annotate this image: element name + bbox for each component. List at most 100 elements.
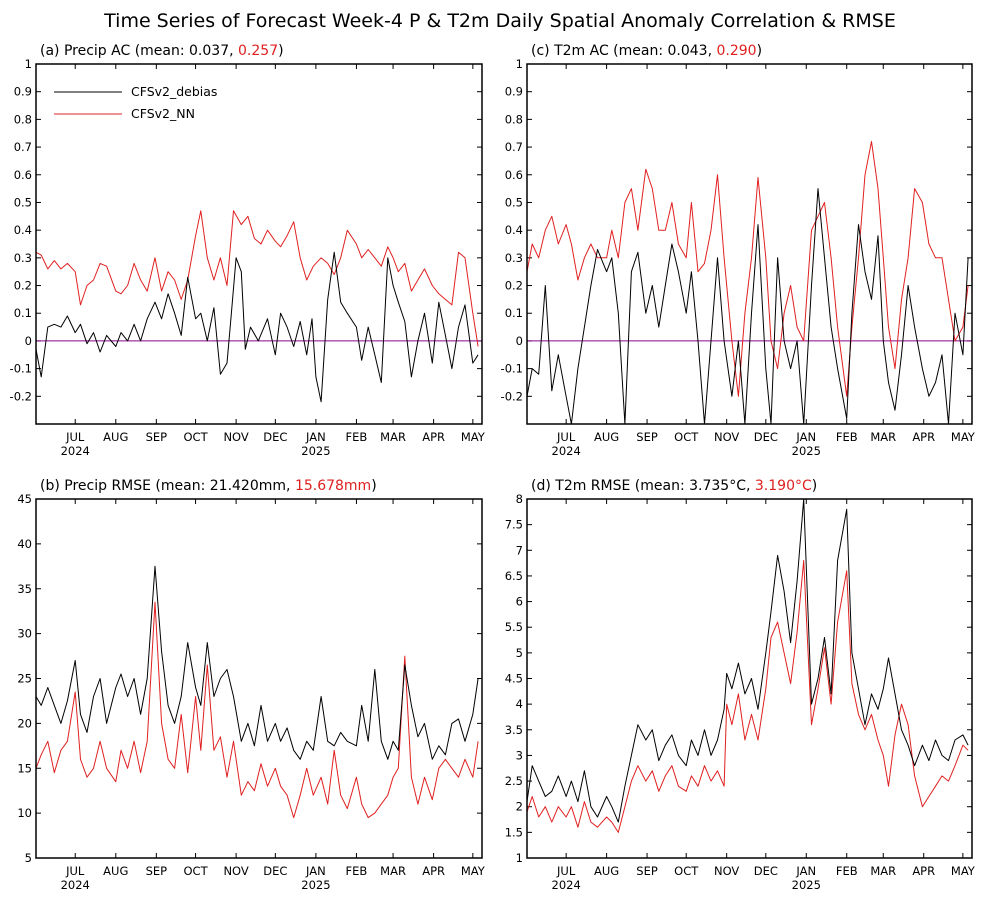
t2m-ac-title-suffix: ) (757, 43, 762, 59)
precip-ac-ytick-label: 1 (25, 57, 32, 71)
t2m-ac-ytick-label: -0.2 (501, 389, 523, 403)
t2m-ac-ytick-label: 1 (516, 57, 523, 71)
t2m-ac-xtick-label: SEP (636, 430, 658, 444)
precip-ac-xtick-label: DEC (263, 430, 287, 444)
precip-rmse-series-debias (36, 565, 479, 760)
precip-ac-panel: (a) Precip AC (mean: 0.037, 0.257) 1 0.9 0.… (10, 43, 486, 458)
t2m-ac-ytick-label: 0.6 (505, 168, 523, 182)
precip-rmse-ytick-label: 40 (17, 537, 32, 551)
t2m-ac-xtick-label: MAR (870, 430, 896, 444)
t2m-ac-title: (c) T2m AC (mean: 0.043, 0.290) (531, 43, 762, 59)
t2m-ac-ytick-label: -0.1 (501, 362, 523, 376)
precip-ac-xtick-label: JUL (65, 430, 85, 444)
precip-rmse-ytick-label: 10 (17, 806, 32, 820)
t2m-ac-ytick-label: 0.3 (505, 251, 523, 265)
t2m-rmse-ytick-label: 5.5 (505, 620, 523, 634)
t2m-ac-xtick-label: FEB (836, 430, 858, 444)
t2m-ac-xtick-label: APR (912, 430, 935, 444)
precip-rmse-xtick-label: MAR (380, 864, 406, 878)
precip-ac-xtick-label: FEB (346, 430, 368, 444)
precip-rmse-ytick-label: 25 (17, 672, 32, 686)
t2m-ac-ytick-label: 0 (516, 334, 523, 348)
t2m-ac-year-label: 2024 (552, 444, 581, 458)
t2m-rmse-year-label: 2024 (552, 878, 581, 892)
legend: CFSv2_debias CFSv2_NN (54, 84, 217, 121)
precip-rmse-xtick-label: DEC (263, 864, 287, 878)
precip-rmse-xtick-label: JUL (65, 864, 85, 878)
precip-rmse-ytick-label: 15 (17, 761, 32, 775)
precip-rmse-ytick-label: 20 (17, 716, 32, 730)
precip-ac-ytick-label: 0.8 (14, 112, 32, 126)
precip-rmse-xtick-label: MAY (461, 864, 486, 878)
t2m-rmse-xtick-label: MAR (870, 864, 896, 878)
t2m-ac-title-highlight: 0.290 (717, 43, 757, 59)
t2m-ac-xtick-label: JUL (556, 430, 576, 444)
t2m-rmse-ytick-label: 7.5 (505, 518, 523, 532)
t2m-rmse-xtick-label: NOV (714, 864, 739, 878)
t2m-rmse-title-prefix: (d) T2m RMSE (mean: 3.735°C, (531, 478, 755, 494)
t2m-rmse-xtick-label: DEC (754, 864, 778, 878)
t2m-rmse-ytick-label: 4.5 (505, 672, 523, 686)
precip-ac-ytick-label: 0.9 (14, 85, 32, 99)
precip-rmse-ytick-label: 35 (17, 582, 32, 596)
t2m-rmse-ytick-label: 6 (516, 595, 523, 609)
precip-ac-series-debias (36, 251, 479, 403)
t2m-rmse-xtick-label: APR (912, 864, 935, 878)
precip-rmse-ytick-label: 45 (17, 492, 32, 506)
precip-rmse-title-suffix: ) (371, 478, 376, 494)
precip-rmse-ytick-label: 30 (17, 627, 32, 641)
t2m-rmse-series-debias (527, 499, 969, 823)
precip-ac-ytick-label: 0.5 (14, 195, 32, 209)
precip-rmse-title: (b) Precip RMSE (mean: 21.420mm, 15.678m… (40, 478, 377, 494)
precip-ac-xtick-label: JAN (305, 430, 326, 444)
precip-rmse-panel: (b) Precip RMSE (mean: 21.420mm, 15.678m… (17, 478, 485, 892)
precip-rmse-title-prefix: (b) Precip RMSE (mean: 21.420mm, (40, 478, 295, 494)
precip-rmse-title-highlight: 15.678mm (295, 478, 371, 494)
t2m-rmse-xtick-label: SEP (636, 864, 658, 878)
precip-rmse-xtick-label: SEP (146, 864, 168, 878)
t2m-ac-ytick-label: 0.7 (505, 140, 523, 154)
precip-ac-ytick-label: 0.2 (14, 279, 32, 293)
precip-ac-year-label: 2024 (61, 444, 90, 458)
t2m-rmse-ytick-label: 3.5 (505, 723, 523, 737)
precip-ac-xtick-label: NOV (223, 430, 248, 444)
precip-rmse-year-label: 2024 (61, 878, 90, 892)
precip-ac-xtick-label: OCT (184, 430, 209, 444)
precip-ac-ytick-label: 0.4 (14, 223, 32, 237)
precip-rmse-xtick-label: AUG (103, 864, 128, 878)
precip-ac-xtick-label: SEP (146, 430, 168, 444)
t2m-rmse-panel: (d) T2m RMSE (mean: 3.735°C, 3.190°C) 8 7.… (505, 478, 976, 892)
t2m-ac-xtick-label: DEC (754, 430, 778, 444)
precip-ac-series-nn (36, 210, 479, 347)
t2m-ac-year-label: 2025 (792, 444, 821, 458)
precip-ac-xtick-label: MAR (380, 430, 406, 444)
t2m-ac-ytick-label: 0.5 (505, 195, 523, 209)
t2m-ac-series-nn (527, 141, 969, 397)
precip-ac-ytick-label: 0.7 (14, 140, 32, 154)
t2m-rmse-xtick-label: FEB (836, 864, 858, 878)
precip-ac-year-label: 2025 (301, 444, 330, 458)
precip-ac-ytick-label: 0.3 (14, 251, 32, 265)
t2m-ac-xtick-label: MAY (951, 430, 976, 444)
t2m-ac-xtick-label: NOV (714, 430, 739, 444)
t2m-rmse-ytick-label: 1.5 (505, 825, 523, 839)
t2m-ac-ytick-label: 0.1 (505, 306, 523, 320)
t2m-rmse-ytick-label: 6.5 (505, 569, 523, 583)
precip-ac-ytick-label: -0.2 (10, 389, 32, 403)
t2m-rmse-ytick-label: 3 (516, 748, 523, 762)
t2m-ac-xtick-label: AUG (594, 430, 619, 444)
precip-ac-ytick-label: 0.6 (14, 168, 32, 182)
t2m-rmse-ytick-label: 8 (516, 492, 523, 506)
t2m-ac-series-debias (527, 188, 969, 424)
t2m-ac-frame (526, 63, 973, 425)
precip-ac-xtick-label: MAY (461, 430, 486, 444)
precip-ac-frame (35, 63, 483, 425)
t2m-rmse-xtick-label: JAN (795, 864, 816, 878)
t2m-rmse-ytick-label: 1 (516, 851, 523, 865)
t2m-ac-title-prefix: (c) T2m AC (mean: 0.043, (531, 43, 717, 59)
precip-ac-ytick-label: -0.1 (10, 362, 32, 376)
t2m-ac-ytick-label: 0.8 (505, 112, 523, 126)
t2m-ac-xtick-label: JAN (795, 430, 816, 444)
t2m-rmse-title: (d) T2m RMSE (mean: 3.735°C, 3.190°C) (531, 478, 817, 494)
precip-rmse-xtick-label: APR (422, 864, 445, 878)
